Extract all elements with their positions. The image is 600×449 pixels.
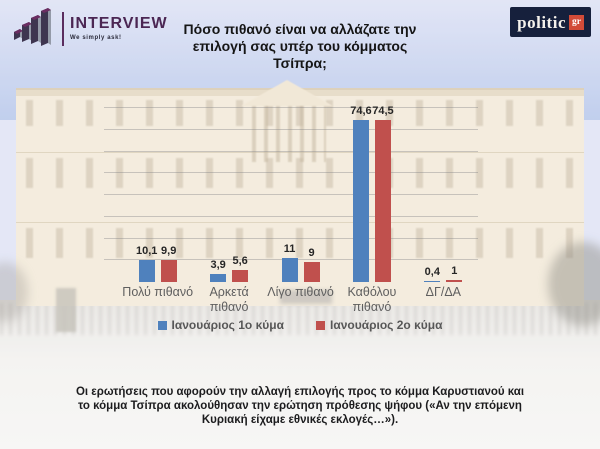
chart-title: Πόσο πιθανό είναι να αλλάζατε την επιλογ…: [183, 21, 417, 71]
bar: [303, 262, 320, 282]
bar: [446, 280, 463, 282]
bar-group: 11 9: [265, 108, 336, 282]
bar: [138, 260, 155, 282]
logo-divider: [62, 11, 64, 46]
crowd-band: [0, 303, 600, 335]
bar-value-label: 74,6: [350, 105, 372, 117]
bar-value-label: 9,9: [161, 245, 177, 257]
guard-post: [56, 288, 76, 332]
bar-wrap: 74,5: [372, 105, 394, 282]
politic-gr-badge: gr: [569, 14, 584, 30]
category-label: Αρκετά πιθανό: [209, 285, 249, 314]
bar-value-label: 0,4: [424, 266, 440, 278]
bar: [352, 120, 369, 282]
gridline: [104, 107, 478, 108]
category-axis: Πολύ πιθανό Αρκετά πιθανό Λίγο πιθανό Καθόλ…: [122, 285, 479, 315]
bar: [281, 258, 298, 282]
bar-wrap: 74,6: [350, 105, 372, 282]
bar-wrap: 11: [281, 108, 298, 282]
interview-logo-tagline: We simply ask!: [70, 35, 122, 41]
interview-bars-icon: [10, 6, 56, 51]
category-label: ΔΓ/ΔΑ: [425, 285, 462, 299]
gridline: [104, 237, 478, 239]
bar-value-label: 1: [451, 265, 458, 277]
bar-wrap: 5,6: [232, 108, 249, 282]
bar-group: 3,9 5,6: [193, 108, 264, 282]
bar-value-label: 9: [308, 247, 315, 259]
tree-silhouette: [548, 242, 600, 326]
legend-label: Ιανουάριος 2ο κύμα: [330, 318, 443, 332]
category-label: Πολύ πιθανό: [122, 285, 194, 299]
bar-wrap: 9,9: [160, 108, 177, 282]
category-label: Καθόλου πιθανό: [347, 285, 397, 314]
bar-value-label: 3,9: [210, 259, 226, 271]
interview-logo: INTERVIEW We simply ask!: [10, 6, 168, 51]
bar-value-label: 11: [283, 243, 296, 255]
bar-groups: 10,1 9,9 3,9 5,6 11 9 74,6 74,5 0,4 1: [122, 105, 479, 282]
window-row: [26, 228, 574, 258]
floor-line: [16, 222, 584, 223]
bar-group: 10,1 9,9: [122, 108, 193, 282]
bar-wrap: 3,9: [210, 108, 227, 282]
window-row: [26, 158, 574, 188]
bar-value-label: 5,6: [232, 255, 248, 267]
plaza-ground: [0, 300, 600, 449]
bar: [160, 260, 177, 282]
bar-group: 74,6 74,5: [336, 105, 407, 282]
gridline: [104, 128, 478, 130]
bar: [424, 281, 441, 282]
bar-value-label: 74,5: [372, 105, 394, 117]
gridline: [104, 215, 478, 217]
chart-plot: 10,1 9,9 3,9 5,6 11 9 74,6 74,5 0,4 1: [104, 105, 479, 282]
legend-swatch-icon: [316, 320, 325, 330]
category-label: Λίγο πιθανό: [267, 285, 334, 299]
politic-logo-text: politic: [517, 12, 566, 32]
gridline: [104, 194, 478, 195]
footnote-text: Οι ερωτήσεις που αφορούν την αλλαγή επιλ…: [75, 386, 525, 426]
legend-item: Ιανουάριος 1ο κύμα: [157, 318, 284, 332]
chart-legend: Ιανουάριος 1ο κύμα Ιανουάριος 2ο κύμα: [0, 318, 600, 332]
legend-swatch-icon: [157, 320, 167, 330]
bar-wrap: 10,1: [135, 108, 158, 282]
pediment: [241, 80, 333, 106]
entrance-canopy: [280, 290, 332, 304]
gridline: [104, 172, 478, 174]
bar-wrap: 0,4: [424, 108, 441, 282]
legend-item: Ιανουάριος 2ο κύμα: [316, 318, 442, 332]
interview-logo-name: INTERVIEW: [70, 15, 168, 32]
colonnade: [252, 106, 326, 162]
politic-gr-logo: politic gr: [510, 7, 591, 37]
bar-wrap: 9: [303, 108, 320, 282]
bar: [374, 120, 391, 282]
bar-wrap: 1: [446, 108, 463, 282]
gridline: [104, 150, 478, 152]
bar-value-label: 10,1: [135, 245, 158, 257]
bar: [210, 274, 227, 282]
bar-group: 0,4 1: [408, 108, 479, 282]
bar: [232, 270, 249, 282]
legend-label: Ιανουάριος 1ο κύμα: [171, 318, 284, 332]
